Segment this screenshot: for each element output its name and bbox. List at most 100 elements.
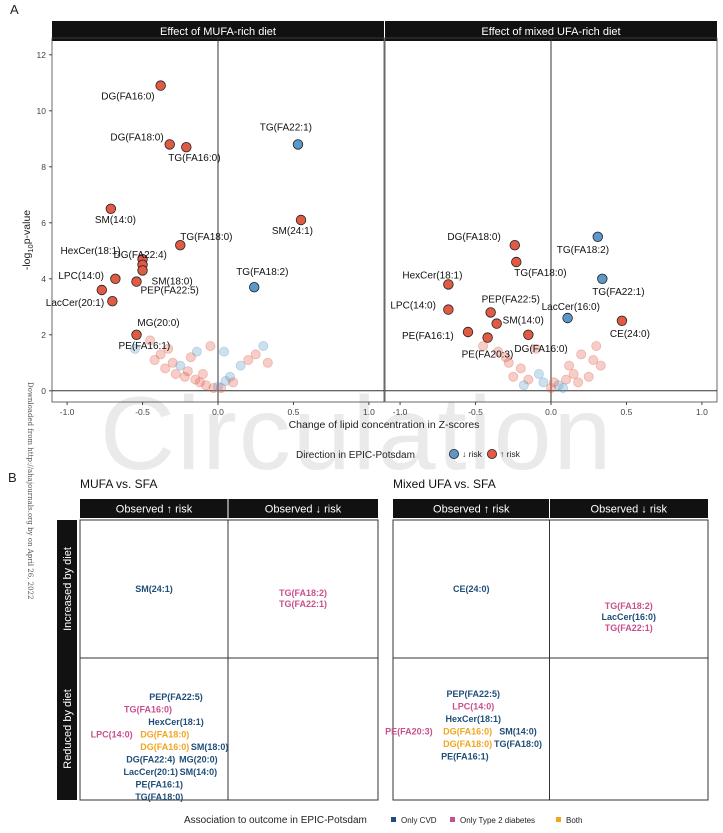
significant-point	[292, 139, 304, 150]
point-label: TG(FA22:1)	[592, 287, 644, 298]
x-tick-label: 0.5	[621, 407, 633, 417]
lipid-label: HexCer(18:1)	[445, 714, 501, 724]
lipid-label: DG(FA18:0)	[443, 739, 492, 749]
y-tick-label: 0	[41, 386, 46, 396]
point-label: PEP(FA22:5)	[141, 286, 199, 297]
panel-a-label: A	[10, 2, 19, 17]
significant-point	[491, 318, 502, 329]
background-point	[530, 343, 541, 354]
background-point	[191, 346, 202, 357]
x-tick-label: 0.5	[288, 407, 300, 417]
mixed-ufa-volcano-chart: Effect of mixed UFA-rich diet -1.0 -0.5 0.0…	[384, 21, 718, 417]
background-point	[163, 343, 174, 354]
background-point	[190, 374, 201, 385]
point-label: PE(FA20:3)	[462, 350, 514, 361]
background-point	[149, 354, 160, 365]
significant-point	[523, 329, 534, 341]
lipid-label: TG(FA18:0)	[494, 739, 542, 749]
column-header-label: Observed ↑ risk	[433, 504, 510, 516]
significant-point	[511, 256, 522, 268]
lipid-label: PEP(FA22:5)	[149, 692, 203, 702]
background-point	[573, 377, 584, 388]
facet-title: Effect of MUFA-rich diet	[160, 26, 276, 38]
point-label: LacCer(20:1)	[46, 298, 104, 309]
direction-legend: Direction in EPIC-Potsdam ↓ risk ↑ risk	[296, 448, 521, 461]
legend-label: ↓ risk	[462, 449, 483, 459]
row-header-label: Increased by diet	[62, 547, 74, 631]
background-point	[185, 352, 196, 363]
lipid-label: SM(14:0)	[180, 767, 218, 777]
background-point	[205, 340, 216, 351]
mufa-volcano-chart: Effect of MUFA-rich diet -1.0 -0.5 0.0 0.5 1.…	[37, 21, 385, 417]
lipid-label: DG(FA22:4)	[126, 755, 175, 765]
lipid-label: LacCer(16:0)	[601, 612, 656, 622]
background-point	[564, 360, 575, 371]
row-header-label: Reduced by diet	[62, 689, 74, 769]
background-point	[170, 368, 181, 379]
significant-point	[462, 326, 474, 338]
background-point	[558, 382, 569, 393]
background-point	[595, 360, 606, 371]
background-point	[216, 382, 227, 393]
x-axis-label: Change of lipid concentration in Z-score…	[289, 419, 480, 431]
outcome-legend-swatch	[450, 817, 455, 822]
column-header-label: Observed ↓ risk	[591, 504, 668, 516]
significant-point	[96, 284, 108, 296]
background-point	[220, 375, 231, 386]
x-tick-label: 1.0	[363, 407, 375, 417]
x-tick-label: -0.5	[135, 407, 150, 417]
background-point	[508, 371, 519, 382]
significant-point	[110, 273, 121, 285]
background-point	[160, 363, 171, 374]
point-label: DG(FA16:0)	[514, 344, 567, 355]
legend-swatch	[486, 448, 497, 459]
background-point	[553, 380, 564, 391]
column-header-label: Observed ↑ risk	[116, 504, 193, 516]
lipid-label: LPC(14:0)	[452, 702, 494, 712]
point-label: DG(FA18:0)	[110, 132, 163, 143]
significant-point	[562, 312, 573, 324]
lipid-label: TG(FA16:0)	[124, 705, 172, 715]
lipid-label: PE(FA16:1)	[135, 780, 183, 790]
y-tick-label: 8	[41, 162, 46, 172]
background-point	[200, 380, 211, 391]
background-point	[523, 374, 534, 385]
lipid-label: CE(24:0)	[453, 584, 490, 594]
watermark: Circulation	[100, 376, 614, 492]
point-label: TG(FA18:2)	[236, 267, 288, 278]
y-tick-label: 4	[41, 274, 46, 284]
x-tick-label: -1.0	[393, 407, 408, 417]
significant-point	[164, 139, 175, 150]
background-point	[583, 371, 594, 382]
background-point	[538, 377, 549, 388]
background-point	[546, 382, 557, 393]
significant-point	[592, 231, 603, 243]
lipid-label: SM(18:0)	[191, 742, 229, 752]
y-tick-label: 12	[37, 50, 47, 60]
background-point	[515, 363, 526, 374]
lipid-label: DG(FA18:0)	[140, 730, 189, 740]
lipid-label: LPC(14:0)	[91, 730, 133, 740]
significant-point	[131, 329, 142, 341]
background-point	[576, 349, 587, 360]
background-point	[561, 374, 572, 385]
significant-point	[482, 332, 493, 343]
lipid-label: HexCer(18:1)	[148, 717, 204, 727]
lipid-label: TG(FA22:1)	[605, 623, 653, 633]
background-point	[243, 354, 254, 365]
summary-grids: Increased by diet Reduced by diet MUFA vs.…	[57, 477, 709, 826]
point-label: TG(FA18:0)	[180, 232, 232, 243]
point-label: DG(FA22:4)	[114, 250, 167, 261]
significant-point	[181, 141, 192, 153]
point-label: PE(FA16:1)	[119, 341, 171, 352]
point-label: TG(FA18:2)	[557, 245, 609, 256]
x-tick-label: 1.0	[696, 407, 708, 417]
point-label: TG(FA18:0)	[514, 268, 566, 279]
y-axis-label: -log10p-value	[21, 210, 35, 270]
background-point	[129, 343, 140, 354]
lipid-label: TG(FA18:2)	[605, 601, 653, 611]
outcome-legend-swatch	[391, 817, 396, 822]
background-point	[212, 381, 223, 392]
lipid-label: PEP(FA22:5)	[446, 689, 500, 699]
facet-header	[385, 21, 717, 41]
